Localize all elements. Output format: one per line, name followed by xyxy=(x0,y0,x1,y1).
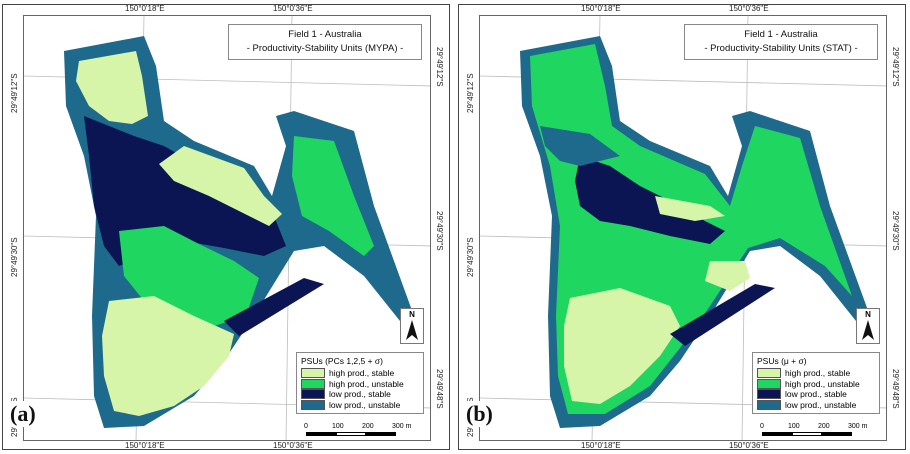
legend-label: low prod., stable xyxy=(785,389,847,400)
scale-label: 300 m xyxy=(848,423,868,430)
right-tick-1: 29°49'12"S xyxy=(435,47,444,87)
bottom-tick-1: 150°0'18"E xyxy=(125,441,165,450)
right-tick-2: 29°49'30"S xyxy=(891,211,900,251)
legend-swatch xyxy=(757,389,781,400)
legend-swatch xyxy=(757,399,781,410)
legend-swatch xyxy=(301,378,325,389)
legend-swatch xyxy=(757,378,781,389)
panel-label: (a) xyxy=(7,401,39,427)
field-zone-high-stable-mid xyxy=(705,261,750,291)
scale-label: 300 m xyxy=(392,423,412,430)
map-title-line1: Field 1 - Australia xyxy=(288,29,362,40)
legend: PSUs (PCs 1,2,5 + σ) high prod., stable … xyxy=(296,352,424,414)
map-frame: Field 1 - Australia - Productivity-Stabi… xyxy=(23,15,431,441)
top-tick-1: 150°0'18"E xyxy=(581,4,621,13)
right-tick-1: 29°49'12"S xyxy=(891,47,900,87)
top-tick-2: 150°0'36"E xyxy=(729,4,769,13)
left-tick-1: 29°49'12"S xyxy=(10,73,19,113)
legend-item: low prod., unstable xyxy=(301,399,419,411)
top-tick-2: 150°0'36"E xyxy=(273,4,313,13)
field-zone-low-stable-streak xyxy=(670,284,775,346)
legend-swatch xyxy=(301,389,325,400)
legend-item: high prod., unstable xyxy=(757,378,875,390)
field-map-b xyxy=(480,16,886,440)
legend-swatch xyxy=(301,399,325,410)
legend-label: low prod., unstable xyxy=(329,399,401,410)
panel-label: (b) xyxy=(463,401,496,427)
left-tick-1: 29°49'12"S xyxy=(466,73,475,113)
map-title: Field 1 - Australia - Productivity-Stabi… xyxy=(684,24,878,60)
field-zone-high-stable-south xyxy=(564,288,680,404)
map-frame: Field 1 - Australia - Productivity-Stabi… xyxy=(479,15,887,441)
left-tick-2: 29°49'30"S xyxy=(466,237,475,277)
legend-title: PSUs (μ + σ) xyxy=(757,356,807,366)
scale-bar: 0 100 200 300 m xyxy=(296,423,424,438)
bottom-tick-2: 150°0'36"E xyxy=(729,441,769,450)
north-arrow-icon: N xyxy=(400,308,424,344)
north-label: N xyxy=(409,310,415,319)
map-title-line2: - Productivity-Stability Units (STAT) - xyxy=(704,43,858,54)
legend-label: low prod., stable xyxy=(329,389,391,400)
scale-label: 0 xyxy=(304,423,308,430)
field-map-a xyxy=(24,16,430,440)
scale-label: 200 xyxy=(818,423,830,430)
legend-item: low prod., unstable xyxy=(757,399,875,411)
legend-label: low prod., unstable xyxy=(785,399,857,410)
map-title-line1: Field 1 - Australia xyxy=(744,29,818,40)
left-tick-2: 29°49'30"S xyxy=(10,237,19,277)
scale-label: 200 xyxy=(362,423,374,430)
legend-label: high prod., unstable xyxy=(329,378,404,389)
legend-item: low prod., stable xyxy=(757,389,875,400)
legend-title: PSUs (PCs 1,2,5 + σ) xyxy=(301,356,384,366)
scale-label: 100 xyxy=(332,423,344,430)
field-zone-high-stable xyxy=(655,196,725,221)
legend-item: high prod., stable xyxy=(301,368,419,379)
scale-label: 100 xyxy=(788,423,800,430)
legend-item: low prod., stable xyxy=(301,389,419,400)
right-tick-3: 29°49'48"S xyxy=(435,369,444,409)
legend-swatch xyxy=(757,368,781,379)
field-zone-low-stable xyxy=(84,116,286,266)
scale-label: 0 xyxy=(760,423,764,430)
right-tick-3: 29°49'48"S xyxy=(891,369,900,409)
legend: PSUs (μ + σ) high prod., stable high pro… xyxy=(752,352,880,414)
field-zone-high-stable xyxy=(76,51,148,124)
north-label: N xyxy=(865,310,871,319)
bottom-tick-1: 150°0'18"E xyxy=(581,441,621,450)
legend-label: high prod., stable xyxy=(785,368,851,379)
field-zone-high-unstable-east xyxy=(292,136,374,256)
top-tick-1: 150°0'18"E xyxy=(125,4,165,13)
bottom-tick-2: 150°0'36"E xyxy=(273,441,313,450)
legend-item: high prod., unstable xyxy=(301,378,419,390)
map-panel-b: 150°0'18"E 150°0'36"E 150°0'18"E 150°0'3… xyxy=(458,4,906,450)
map-panel-a: 150°0'18"E 150°0'36"E 150°0'18"E 150°0'3… xyxy=(2,4,450,450)
field-zone-low-unstable-mid xyxy=(540,126,620,166)
field-zone-high-stable-south xyxy=(102,296,234,416)
right-tick-2: 29°49'30"S xyxy=(435,211,444,251)
field-zone-low-stable-streak xyxy=(224,278,324,336)
field-zone-high-stable-mid xyxy=(159,146,282,226)
legend-label: high prod., unstable xyxy=(785,378,860,389)
legend-item: high prod., stable xyxy=(757,368,875,379)
legend-label: high prod., stable xyxy=(329,368,395,379)
map-title: Field 1 - Australia - Productivity-Stabi… xyxy=(228,24,422,60)
scale-bar: 0 100 200 300 m xyxy=(752,423,880,438)
legend-swatch xyxy=(301,368,325,379)
field-zone-low-stable xyxy=(575,156,725,244)
north-arrow-icon: N xyxy=(856,308,880,344)
map-title-line2: - Productivity-Stability Units (MYPA) - xyxy=(246,43,404,54)
